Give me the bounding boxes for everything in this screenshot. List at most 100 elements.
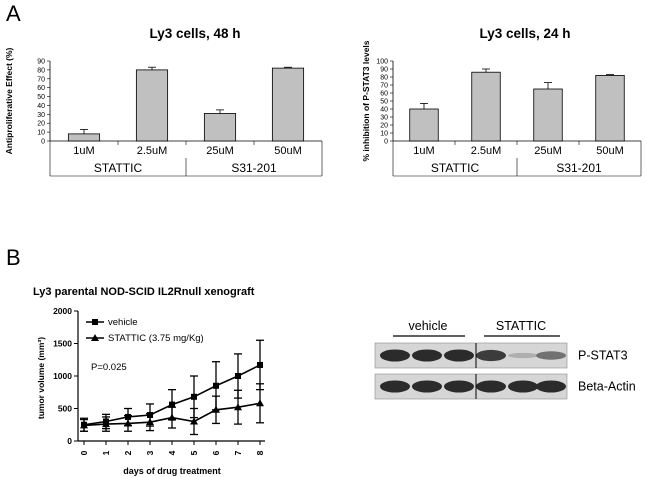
data-point bbox=[235, 373, 241, 379]
p-value-annotation: P=0.025 bbox=[91, 362, 127, 373]
x-tick-label: 1 bbox=[101, 450, 111, 455]
y-axis-label: Antiproliferative Effect (%) bbox=[4, 47, 14, 154]
chart-title: Ly3 cells, 24 h bbox=[479, 26, 570, 41]
blot-band bbox=[536, 380, 566, 393]
y-tick-label: 0 bbox=[384, 139, 388, 146]
line-chart-xenograft: Ly3 parental NOD-SCID IL2Rnull xenograft… bbox=[33, 286, 265, 476]
bar-1uM bbox=[67, 133, 101, 142]
y-tick-label: 1000 bbox=[53, 371, 72, 381]
data-point bbox=[169, 401, 175, 408]
x-tick-label: 5 bbox=[189, 450, 199, 455]
x-tick-label: 0 bbox=[79, 450, 89, 455]
legend-marker-triangle bbox=[91, 334, 99, 341]
y-tick-label: 30 bbox=[380, 115, 388, 122]
western-blot: vehicle STATTIC P-STAT3 Beta-Actin bbox=[374, 319, 636, 400]
data-point bbox=[213, 382, 219, 389]
category-label: 2.5uM bbox=[471, 145, 502, 157]
bar-chart-antiproliferative: Ly3 cells, 48 h Antiproliferative Effect … bbox=[4, 26, 323, 177]
blot-row-label: P-STAT3 bbox=[578, 349, 628, 363]
y-tick-label: 70 bbox=[380, 83, 388, 90]
y-tick-label: 20 bbox=[37, 121, 45, 128]
blot-band bbox=[412, 380, 442, 393]
blot-group-label: STATTIC bbox=[496, 319, 546, 333]
data-point bbox=[146, 418, 154, 426]
y-tick-label: 70 bbox=[37, 76, 45, 83]
legend-label: vehicle bbox=[108, 317, 138, 328]
category-label: 2.5uM bbox=[137, 145, 168, 157]
bar-1uM bbox=[409, 108, 439, 142]
blot-group-label: vehicle bbox=[409, 319, 448, 333]
y-tick-label: 90 bbox=[37, 59, 45, 66]
y-tick-label: 1500 bbox=[53, 339, 72, 349]
category-label: 50uM bbox=[274, 145, 302, 157]
blot-band bbox=[508, 352, 538, 359]
y-tick-label: 2000 bbox=[53, 306, 72, 316]
y-tick-label: 500 bbox=[58, 404, 72, 414]
y-tick-label: 100 bbox=[376, 59, 388, 66]
group-label: S31-201 bbox=[231, 161, 277, 175]
data-point bbox=[168, 413, 176, 421]
category-label: 1uM bbox=[413, 145, 434, 157]
y-tick-label: 80 bbox=[380, 75, 388, 82]
bar-2.5uM bbox=[135, 69, 169, 142]
y-tick-label: 0 bbox=[67, 436, 72, 446]
data-point bbox=[191, 393, 197, 400]
bar-50uM bbox=[271, 67, 305, 142]
x-tick-label: 3 bbox=[145, 450, 155, 455]
group-label: STATTIC bbox=[431, 161, 480, 175]
bar-25uM bbox=[533, 88, 563, 142]
category-label: 25uM bbox=[534, 145, 562, 157]
panel-b-letter: B bbox=[6, 245, 21, 270]
y-axis-label: % inhibition of P-STAT3 levels bbox=[361, 40, 371, 161]
bar-chart-pstat3-inhibition: Ly3 cells, 24 h % inhibition of P-STAT3 l… bbox=[361, 26, 642, 177]
blot-row-label: Beta-Actin bbox=[578, 380, 636, 394]
y-axis-label: tumor volume (mm³) bbox=[36, 337, 46, 419]
blot-band bbox=[412, 349, 442, 362]
y-tick-label: 60 bbox=[380, 91, 388, 98]
chart-title: Ly3 cells, 48 h bbox=[149, 26, 240, 41]
y-tick-label: 10 bbox=[380, 131, 388, 138]
x-axis-label: days of drug treatment bbox=[123, 466, 221, 476]
y-tick-label: 40 bbox=[37, 103, 45, 110]
category-label: 1uM bbox=[73, 145, 94, 157]
data-point bbox=[212, 405, 220, 413]
chart-title: Ly3 parental NOD-SCID IL2Rnull xenograft bbox=[33, 286, 255, 298]
category-label: 25uM bbox=[206, 145, 234, 157]
y-tick-label: 50 bbox=[380, 99, 388, 106]
bar-2.5uM bbox=[471, 71, 501, 142]
blot-band bbox=[476, 380, 506, 393]
data-point bbox=[102, 420, 110, 428]
blot-band bbox=[444, 380, 474, 393]
y-tick-label: 10 bbox=[37, 130, 45, 137]
bar-50uM bbox=[595, 75, 625, 142]
data-point bbox=[190, 417, 198, 425]
x-tick-label: 7 bbox=[233, 450, 243, 455]
x-tick-label: 2 bbox=[123, 450, 133, 455]
data-point bbox=[124, 419, 132, 427]
data-point bbox=[80, 421, 88, 429]
data-point bbox=[257, 361, 263, 368]
category-label: 50uM bbox=[596, 145, 624, 157]
data-point bbox=[256, 399, 264, 407]
y-tick-label: 0 bbox=[41, 139, 45, 146]
y-tick-label: 30 bbox=[37, 112, 45, 119]
y-tick-label: 80 bbox=[37, 67, 45, 74]
x-tick-label: 6 bbox=[211, 450, 221, 455]
bar-25uM bbox=[203, 113, 237, 142]
y-tick-label: 50 bbox=[37, 94, 45, 101]
blot-band bbox=[536, 351, 566, 360]
legend-label: STATTIC (3.75 mg/Kg) bbox=[108, 333, 204, 344]
legend-marker-square bbox=[92, 319, 98, 325]
y-tick-label: 60 bbox=[37, 85, 45, 92]
x-tick-label: 8 bbox=[255, 450, 265, 455]
blot-band bbox=[476, 349, 506, 362]
x-tick-label: 4 bbox=[167, 450, 177, 455]
blot-band bbox=[380, 380, 410, 393]
y-tick-label: 40 bbox=[380, 107, 388, 114]
y-tick-label: 90 bbox=[380, 67, 388, 74]
blot-band bbox=[444, 349, 474, 362]
group-label: S31-201 bbox=[556, 161, 602, 175]
y-tick-label: 20 bbox=[380, 123, 388, 130]
blot-band bbox=[380, 349, 410, 362]
